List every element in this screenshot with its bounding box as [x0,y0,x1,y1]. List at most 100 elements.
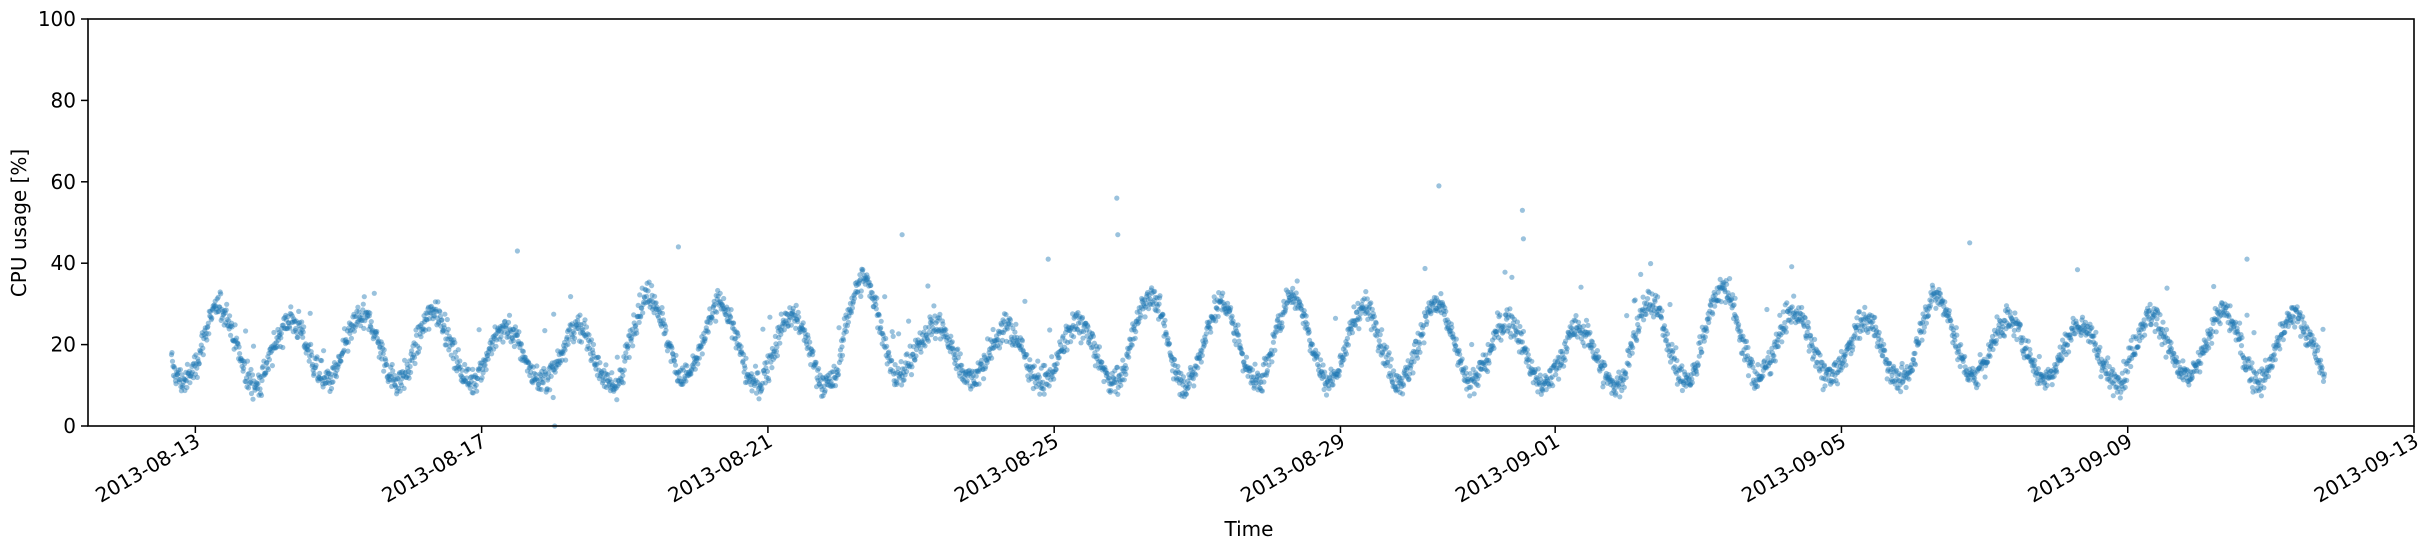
data-point [458,372,464,378]
data-point [908,361,914,367]
data-point [1228,305,1234,311]
data-point [915,337,921,343]
data-point [821,375,827,381]
data-point [820,393,826,399]
data-point [2320,326,2326,332]
data-point [2271,351,2277,358]
data-point [2249,360,2255,366]
data-point [499,322,506,329]
data-point [877,326,883,332]
data-point [1583,317,1590,323]
data-point [468,378,474,384]
data-point [396,385,402,391]
data-point [873,306,879,312]
data-point [637,313,643,319]
data-point [633,327,639,333]
data-point [739,350,745,356]
data-point [250,343,257,349]
data-point [532,377,538,383]
data-point [219,306,225,312]
data-point [193,361,199,367]
data-point [933,329,940,335]
data-point [441,322,447,328]
data-point [1624,313,1630,319]
data-point [510,338,516,344]
data-point [203,330,209,336]
data-point [212,303,218,310]
data-point [360,301,366,307]
data-point [393,384,399,390]
data-point [299,319,305,325]
data-point [838,357,844,363]
data-point [697,343,703,349]
data-point [1768,370,1774,377]
data-point [1783,329,1789,335]
data-point [221,311,227,317]
data-point [541,372,547,378]
data-point [837,347,844,353]
data-point [357,323,363,329]
data-point [399,382,405,388]
data-point [661,331,667,337]
data-point [411,354,418,360]
data-point [205,324,211,330]
data-point [883,352,889,359]
data-point [172,378,179,384]
data-point [457,364,463,370]
data-point [895,369,901,375]
data-point [1013,321,1019,327]
data-point [723,307,729,313]
data-point [1736,322,1742,328]
data-point [1799,304,1805,311]
data-point [360,307,366,313]
data-point [337,358,344,364]
data-point [1371,313,1377,320]
data-point [691,355,698,362]
data-point [695,346,701,352]
data-point [1199,352,1205,358]
data-point [721,295,727,302]
data-point [615,383,621,389]
data-point [1702,334,1708,340]
data-point [231,338,237,344]
data-point [955,346,961,352]
data-point [441,325,447,331]
data-point [248,366,254,373]
data-point [281,316,287,322]
data-point [653,305,659,311]
data-point [632,331,638,337]
data-point [697,345,703,351]
data-point [801,327,807,333]
data-point [691,360,697,366]
data-point [285,314,291,320]
data-point [728,307,734,313]
data-point [515,338,522,345]
data-point [929,318,936,324]
data-point [1304,321,1310,327]
data-point [1621,384,1627,390]
data-point [1821,362,1828,368]
data-point [688,366,695,372]
data-point [646,298,652,304]
data-point [276,329,282,335]
data-point [2147,301,2153,307]
data-point [2321,371,2328,377]
data-point [328,371,334,377]
data-point [668,343,675,349]
data-point [844,323,851,329]
data-point [175,370,181,376]
data-point [804,345,810,352]
data-point [1384,344,1390,350]
data-point [523,359,529,365]
data-point [1632,297,1638,303]
data-point [777,340,783,346]
data-point [1341,356,1347,363]
data-point [1126,354,1132,360]
data-point [835,372,842,378]
data-point [852,291,858,297]
data-point [314,356,320,362]
data-point [869,290,875,296]
data-point [850,299,857,305]
data-point [412,341,419,347]
